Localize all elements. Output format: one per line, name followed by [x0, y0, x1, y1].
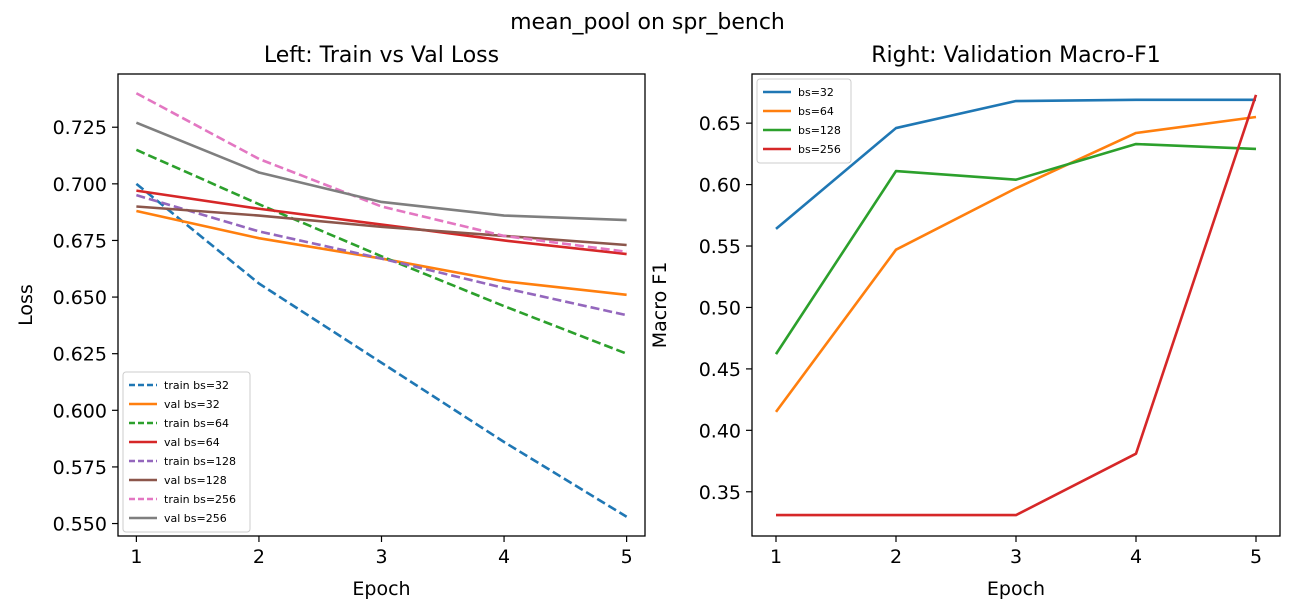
legend-box — [756, 78, 852, 164]
legend-label-train-bs-256: train bs=256 — [164, 493, 236, 506]
legend-label-bs-32: bs=32 — [798, 86, 834, 99]
left-loss-chart: 1 2 3 4 5 0.550 0.575 0.600 0.625 0.650 0.675 0.700… — [15, 43, 646, 600]
y-tick-label: 0.55 — [699, 236, 741, 258]
legend-label-train-bs-128: train bs=128 — [164, 455, 236, 468]
legend-box — [122, 371, 251, 533]
x-tick-label: 4 — [498, 546, 510, 568]
y-tick-label: 0.725 — [53, 117, 107, 139]
x-tick-label: 1 — [130, 546, 142, 568]
y-tick-label: 0.60 — [699, 175, 741, 197]
x-tick-label: 2 — [890, 546, 902, 568]
y-tick-label: 0.550 — [53, 514, 107, 536]
legend-label-val-bs-64: val bs=64 — [164, 436, 220, 449]
series-group — [135, 92, 628, 518]
x-tick-label: 3 — [375, 546, 387, 568]
y-tick-label: 0.575 — [53, 457, 107, 479]
chart-title: Right: Validation Macro-F1 — [871, 43, 1161, 68]
series-group — [774, 94, 1258, 517]
series-line-val-bs-256 — [135, 121, 627, 222]
x-tick-label: 1 — [770, 546, 782, 568]
chart-title: Left: Train vs Val Loss — [264, 43, 499, 68]
x-tick-label: 5 — [1250, 546, 1262, 568]
x-tick-label: 4 — [1130, 546, 1142, 568]
y-tick-label: 0.700 — [53, 174, 107, 196]
legend: bs=32 bs=64 bs=128 bs=256 — [756, 78, 852, 164]
series-line-bs-128 — [774, 142, 1257, 355]
x-tick-label: 2 — [253, 546, 265, 568]
figure-suptitle: mean_pool on spr_bench — [510, 10, 785, 35]
y-tick-label: 0.65 — [699, 113, 741, 135]
y-tick-label: 0.650 — [53, 287, 107, 309]
legend: train bs=32 val bs=32 train bs=64 val bs=64… — [122, 371, 251, 533]
y-tick-label: 0.40 — [699, 420, 741, 442]
legend-label-val-bs-256: val bs=256 — [164, 512, 227, 525]
right-f1-chart: 1 2 3 4 5 0.35 0.40 0.45 0.50 0.55 0.60 0.65 Right: … — [649, 43, 1281, 600]
legend-label-val-bs-32: val bs=32 — [164, 398, 220, 411]
series-line-bs-256 — [776, 94, 1258, 517]
y-axis-label: Macro F1 — [649, 262, 671, 349]
y-tick-label: 0.50 — [699, 297, 741, 319]
x-axis-label: Epoch — [352, 578, 410, 600]
legend-label-bs-256: bs=256 — [798, 143, 841, 156]
y-axis-label: Loss — [15, 284, 37, 326]
series-line-val-bs-64 — [136, 189, 627, 256]
legend-label-train-bs-32: train bs=32 — [164, 379, 229, 392]
x-axis-label: Epoch — [987, 578, 1045, 600]
series-line-train-bs-128 — [136, 193, 627, 317]
y-tick-label: 0.625 — [53, 344, 107, 366]
series-line-train-bs-32 — [135, 182, 628, 518]
legend-label-val-bs-128: val bs=128 — [164, 474, 227, 487]
y-tick-label: 0.600 — [53, 400, 107, 422]
x-tick-label: 3 — [1010, 546, 1022, 568]
legend-label-train-bs-64: train bs=64 — [164, 417, 229, 430]
y-tick-label: 0.675 — [53, 230, 107, 252]
y-tick-label: 0.45 — [699, 359, 741, 381]
x-tick-label: 5 — [621, 546, 633, 568]
y-tick-label: 0.35 — [699, 482, 741, 504]
series-line-train-bs-64 — [135, 148, 628, 355]
legend-label-bs-64: bs=64 — [798, 105, 834, 118]
series-line-val-bs-128 — [136, 205, 627, 247]
legend-label-bs-128: bs=128 — [798, 124, 841, 137]
series-line-bs-32 — [775, 98, 1256, 230]
series-line-train-bs-256 — [135, 92, 627, 254]
series-line-bs-64 — [774, 115, 1257, 413]
